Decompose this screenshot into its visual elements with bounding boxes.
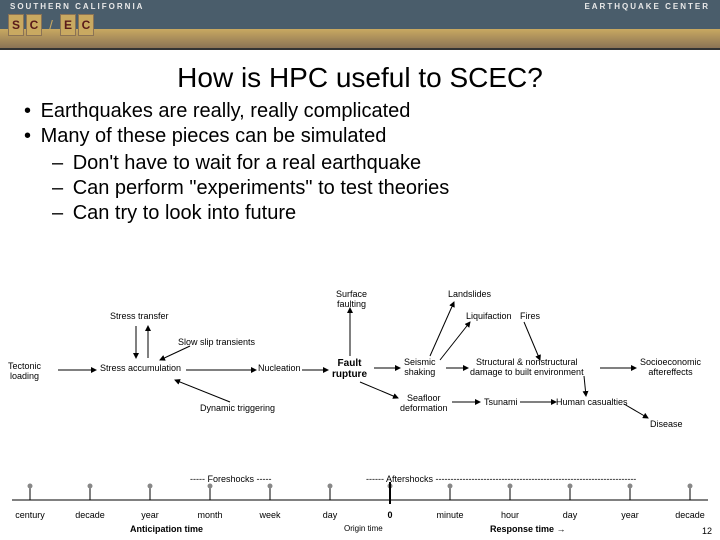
tl-year: year — [120, 510, 180, 520]
logo-c2: C — [78, 14, 94, 36]
anticipation-label: Anticipation time — [130, 524, 203, 534]
response-label: Response time → — [490, 524, 566, 534]
timeline-axis — [0, 470, 720, 510]
sub-bullet-2: Can perform "experiments" to test theori… — [52, 177, 696, 200]
node-surface-fault: Surface faulting — [336, 290, 367, 310]
tl-year2: year — [600, 510, 660, 520]
flow-diagram: Tectonic loading Stress transfer Stress … — [0, 290, 720, 450]
logo-c: C — [26, 14, 42, 36]
node-liquifaction: Liquifaction — [466, 312, 512, 322]
node-disease: Disease — [650, 420, 683, 430]
main-bullets: Earthquakes are really, really complicat… — [24, 100, 696, 148]
origin-time-label: Origin time — [344, 524, 383, 533]
node-landslides: Landslides — [448, 290, 491, 300]
timeline-tick-labels: century decade year month week day 0 min… — [0, 510, 720, 520]
bullet-1: Earthquakes are really, really complicat… — [24, 100, 696, 123]
node-stress-accum: Stress accumulation — [100, 364, 181, 374]
sub-bullets: Don't have to wait for a real earthquake… — [52, 152, 696, 225]
node-stress-transfer: Stress transfer — [110, 312, 169, 322]
node-slow-slip: Slow slip transients — [178, 338, 255, 348]
tl-minute: minute — [420, 510, 480, 520]
org-name-right: EARTHQUAKE CENTER — [584, 2, 710, 11]
node-tectonic: Tectonic loading — [8, 362, 41, 382]
org-name-left: SOUTHERN CALIFORNIA — [10, 2, 144, 11]
timeline: ----- Foreshocks ----- ------ Aftershock… — [0, 470, 720, 540]
logo-s: S — [8, 14, 24, 36]
node-tsunami: Tsunami — [484, 398, 518, 408]
tl-day: day — [300, 510, 360, 520]
tl-week: week — [240, 510, 300, 520]
node-nucleation: Nucleation — [258, 364, 301, 374]
node-socio: Socioeconomic aftereffects — [640, 358, 701, 378]
node-fault-rupture: Fault rupture — [332, 358, 367, 380]
node-structural: Structural & nonstructural damage to bui… — [470, 358, 584, 378]
tl-decade: decade — [60, 510, 120, 520]
node-seafloor: Seafloor deformation — [400, 394, 448, 414]
tl-month: month — [180, 510, 240, 520]
header-banner: SOUTHERN CALIFORNIA EARTHQUAKE CENTER S … — [0, 0, 720, 50]
scec-logo: S C / E C — [8, 14, 94, 36]
node-fires: Fires — [520, 312, 540, 322]
sub-bullet-3: Can try to look into future — [52, 202, 696, 225]
bullet-2: Many of these pieces can be simulated — [24, 125, 696, 148]
tl-decade2: decade — [660, 510, 720, 520]
tl-century: century — [0, 510, 60, 520]
tl-hour: hour — [480, 510, 540, 520]
sub-bullet-1: Don't have to wait for a real earthquake — [52, 152, 696, 175]
node-seismic: Seismic shaking — [404, 358, 436, 378]
logo-slash: / — [44, 14, 58, 36]
slide-content: Earthquakes are really, really complicat… — [0, 100, 720, 225]
tl-day2: day — [540, 510, 600, 520]
slide-title: How is HPC useful to SCEC? — [0, 62, 720, 94]
page-number: 12 — [702, 526, 712, 536]
node-human: Human casualties — [556, 398, 628, 408]
node-dyn-trigger: Dynamic triggering — [200, 404, 275, 414]
logo-e: E — [60, 14, 76, 36]
tl-origin: 0 — [360, 510, 420, 520]
